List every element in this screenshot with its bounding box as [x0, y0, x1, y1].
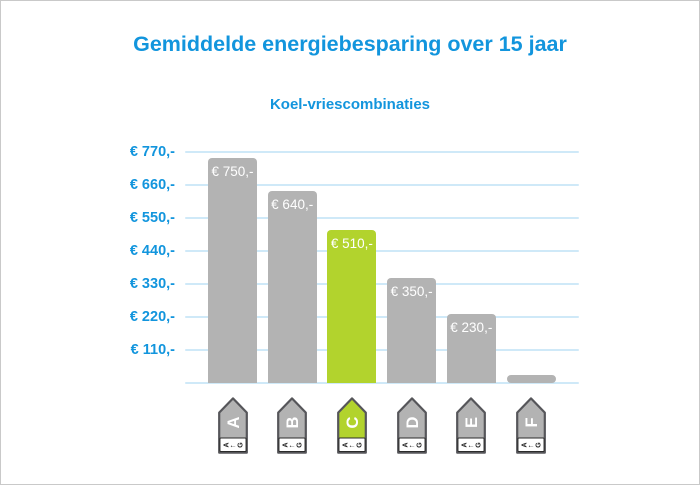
- bar-value-label: € 510,-: [330, 235, 373, 251]
- y-axis-tick-label: € 330,-: [129, 275, 175, 292]
- scale-badge-last-letter: G: [296, 442, 303, 448]
- bar-D: € 350,-: [387, 277, 437, 383]
- energy-class-letter: D: [404, 416, 422, 428]
- scale-badge-first-letter: A: [462, 442, 469, 447]
- y-axis-tick-label: € 220,-: [129, 308, 175, 325]
- scale-badge-arrow: ←: [348, 440, 356, 449]
- scale-badge-last-letter: G: [356, 442, 363, 448]
- scale-badge-first-letter: A: [521, 442, 528, 447]
- icon-scale-badge: [397, 437, 426, 453]
- gridline: [185, 348, 579, 351]
- bar-value-label: € 230,-: [450, 319, 493, 335]
- scale-badge-arrow: ←: [527, 440, 535, 449]
- chart-title: Gemiddelde energiebesparing over 15 jaar: [133, 32, 567, 56]
- gridline: [185, 150, 579, 153]
- bar-value-label: € 750,-: [211, 163, 254, 179]
- energy-class-arrow-icon: F A← G: [516, 397, 546, 454]
- gridline: [185, 282, 579, 285]
- y-axis-tick-label: € 550,-: [129, 209, 175, 226]
- bar-value-label: € 640,-: [271, 196, 314, 212]
- energy-class-letter: A: [225, 416, 243, 428]
- gridline: [185, 249, 579, 252]
- y-axis-tick-label: € 440,-: [129, 242, 175, 259]
- icon-scale-badge: [218, 437, 247, 453]
- scale-badge-last-letter: G: [476, 442, 483, 448]
- energy-class-letter: C: [344, 416, 362, 428]
- gridline: [185, 381, 579, 384]
- energy-class-arrow-icon: D A← G: [396, 397, 427, 454]
- energy-label-icon-F: F A ← G: [516, 397, 546, 454]
- energy-label-icon-C: C A ← G: [336, 397, 367, 454]
- bar-E: € 230,-: [446, 313, 496, 383]
- icon-scale-badge: [278, 437, 306, 453]
- energy-class-arrow-icon: E A← G: [456, 397, 487, 454]
- icon-scale-badge: [457, 437, 485, 453]
- scale-badge-last-letter: G: [535, 442, 542, 448]
- bar-F: [506, 375, 556, 383]
- scale-badge-first-letter: A: [402, 442, 409, 447]
- scale-badge-last-letter: G: [416, 442, 423, 448]
- gridline: [185, 216, 579, 219]
- bar-B: € 640,-: [267, 190, 317, 383]
- energy-class-arrow-icon: AA← G: [217, 397, 248, 454]
- scale-badge-arrow: ←: [288, 440, 296, 449]
- scale-badge-arrow: ←: [229, 440, 237, 449]
- energy-class-letter: F: [523, 417, 541, 427]
- bar-A: € 750,-: [208, 157, 257, 383]
- y-axis-tick-label: € 770,-: [129, 143, 175, 160]
- energy-class-arrow-icon: C A← G: [336, 397, 367, 454]
- y-axis-tick-label: € 110,-: [130, 341, 175, 358]
- bar-value-label: € 350,-: [390, 283, 433, 299]
- energy-class-letter: B: [284, 416, 302, 428]
- scale-badge-last-letter: G: [237, 442, 244, 448]
- scale-badge-arrow: ←: [408, 440, 416, 449]
- icon-scale-badge: [338, 437, 366, 453]
- chart-subtitle: Koel-vriescombinaties: [269, 96, 431, 113]
- scale-badge-first-letter: A: [342, 442, 349, 447]
- scale-badge-arrow: ←: [468, 440, 476, 449]
- scale-badge-first-letter: A: [282, 442, 289, 447]
- energy-label-icon-A: A A ← G: [217, 397, 248, 454]
- energy-label-icon-E: E A ← G: [456, 397, 487, 454]
- y-axis-tick-label: € 660,-: [129, 176, 175, 193]
- energy-class-arrow-icon: B A← G: [277, 397, 308, 454]
- energy-label-icon-D: D A ← G: [396, 397, 427, 454]
- gridline: [185, 183, 579, 186]
- bar-C: € 510,-: [327, 229, 377, 383]
- gridline: [185, 315, 579, 318]
- energy-class-letter: E: [463, 417, 481, 428]
- energy-label-icon-B: B A ← G: [277, 397, 308, 454]
- icon-scale-badge: [517, 437, 545, 453]
- scale-badge-first-letter: A: [223, 442, 230, 447]
